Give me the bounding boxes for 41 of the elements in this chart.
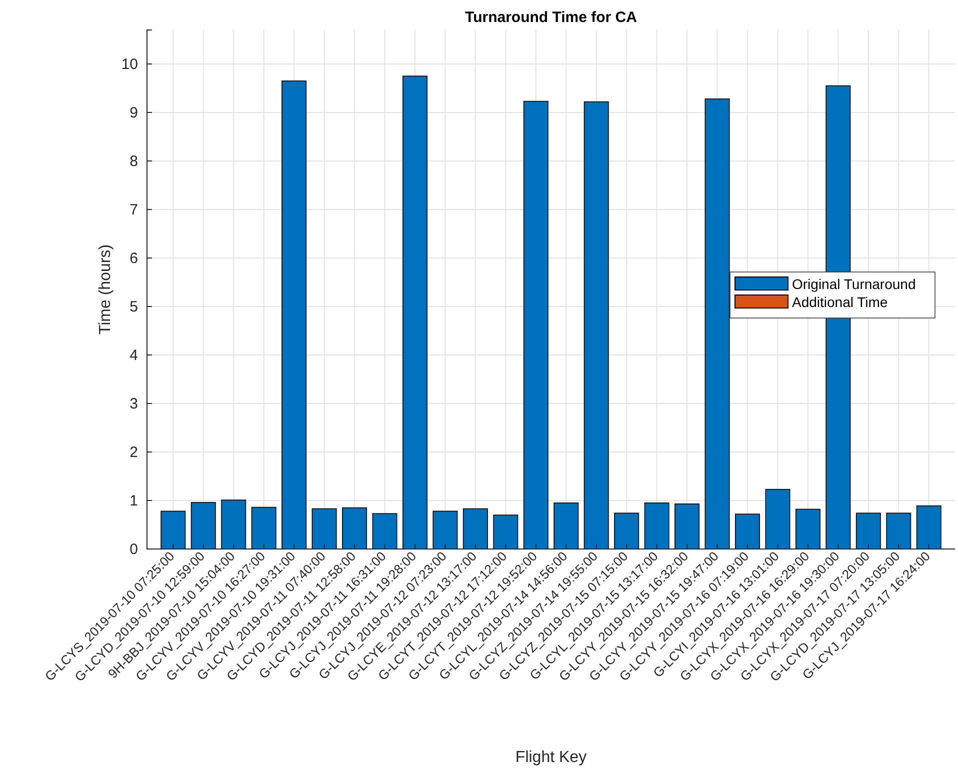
bar [523,100,548,550]
bar [674,503,700,550]
y-tick-label: 9 [130,104,138,122]
bar [584,101,609,550]
bar [554,502,579,550]
bar [190,502,216,550]
y-tick-label: 8 [130,152,138,170]
bar [282,80,307,550]
bar [704,98,730,550]
y-tick-label: 4 [130,346,138,364]
bar [342,507,368,550]
chart-title: Turnaround Time for CA [465,9,638,26]
bar [886,512,912,550]
y-tick-label: 3 [130,395,138,412]
bar [312,508,337,550]
legend-label: Additional Time [792,294,888,310]
bar [765,488,790,550]
bar [916,505,942,550]
y-tick-label: 1 [130,492,138,510]
bar [221,500,246,550]
bar [432,510,458,550]
y-tick-label: 2 [130,444,138,461]
bar [160,510,186,550]
y-tick-label: 6 [130,250,138,267]
y-tick-label: 10 [121,56,138,73]
bar [856,512,881,550]
x-axis-title: Flight Key [515,749,587,766]
y-axis-title: Time (hours) [97,244,114,335]
bar [493,514,518,550]
bar [372,513,398,550]
y-tick-label: 5 [130,298,138,316]
bar [644,502,670,550]
y-tick-label: 7 [130,201,138,218]
bar [734,514,760,550]
bar [795,508,820,550]
y-tick-label: 0 [130,540,138,558]
bar [402,76,428,550]
legend-label: Original Turnaround [792,276,916,292]
bar [251,506,276,550]
bar [614,512,640,550]
bar [462,508,488,550]
